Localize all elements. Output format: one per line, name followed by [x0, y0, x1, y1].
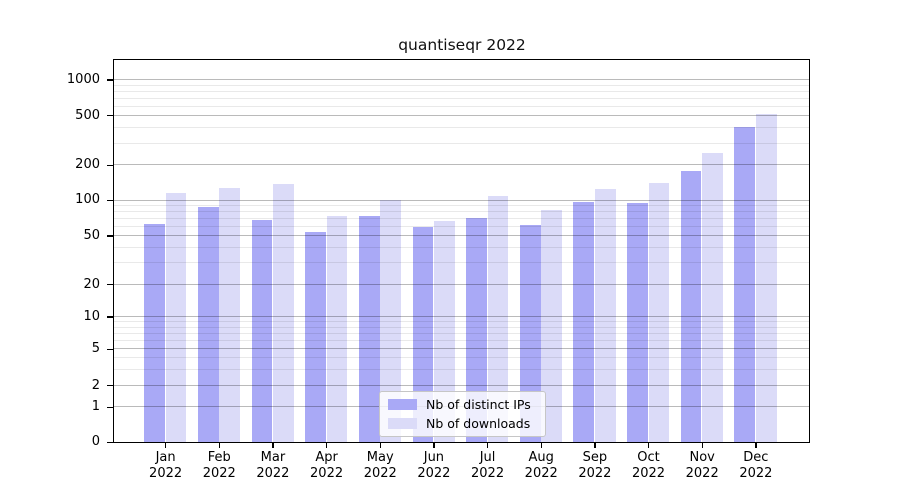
bar-ips-jun: [412, 227, 434, 442]
x-axis-tick-label-year: 2022: [363, 466, 397, 481]
bar-downloads-nov: [702, 152, 723, 442]
bar-ips-sep: [573, 201, 595, 442]
x-axis-tick-mark: [433, 442, 435, 448]
bar-downloads-may: [380, 200, 402, 442]
x-axis-tick-label: Jun 2022: [417, 450, 451, 481]
y-axis-tick-mark: [107, 406, 113, 408]
legend-label-distinct-ips: Nb of distinct IPs: [426, 397, 531, 412]
y-axis-tick-label: 10: [83, 308, 100, 324]
y-axis-tick-mark: [107, 441, 113, 443]
y-axis-tick-label: 500: [75, 107, 100, 123]
bar-downloads-mar: [273, 184, 294, 442]
y-axis-tick-label: 20: [83, 276, 100, 292]
x-axis-tick-label: Sep 2022: [578, 450, 612, 481]
x-axis-tick-label-year: 2022: [739, 466, 773, 481]
bars-layer: [114, 60, 809, 442]
y-axis-tick-label: 1: [91, 399, 100, 415]
bar-downloads-dec: [755, 114, 777, 442]
legend-label-downloads: Nb of downloads: [426, 416, 531, 431]
bar-downloads-aug: [541, 210, 562, 442]
x-axis-tick-label: Apr 2022: [310, 450, 344, 481]
y-axis-tick-mark: [107, 199, 113, 202]
y-axis-tick-label: 200: [75, 157, 100, 173]
y-axis-tick-label: 5: [91, 341, 100, 357]
bar-downloads-jan: [165, 193, 187, 442]
bar-ips-jan: [144, 223, 165, 442]
legend-swatch-distinct-ips: [388, 399, 417, 410]
y-axis-tick-label: 2: [91, 377, 100, 393]
x-axis-tick-label: Oct 2022: [631, 450, 666, 481]
y-axis-tick-label: 0: [91, 434, 100, 450]
x-axis-tick-label-year: 2022: [524, 466, 558, 481]
x-axis-tick-label-year: 2022: [149, 466, 183, 481]
y-axis-tick-mark: [107, 79, 113, 81]
x-axis-tick-mark: [701, 442, 703, 448]
x-axis-tick-mark: [594, 442, 596, 448]
x-axis-tick-label: Feb 2022: [202, 450, 236, 481]
bar-ips-mar: [251, 219, 273, 442]
bar-downloads-oct: [648, 182, 670, 442]
x-axis-tick-label: Jan 2022: [149, 450, 183, 481]
legend-entry-downloads: Nb of downloads: [388, 416, 537, 431]
legend: Nb of distinct IPs Nb of downloads: [379, 391, 546, 437]
x-axis-tick-label: Jul 2022: [471, 450, 505, 481]
x-axis-tick-mark: [755, 442, 757, 448]
x-axis-tick-label-year: 2022: [202, 466, 236, 481]
x-axis-tick-label: May 2022: [363, 450, 397, 481]
x-axis-tick-mark: [325, 442, 328, 448]
bar-downloads-feb: [219, 187, 241, 442]
bar-downloads-jul: [487, 196, 509, 442]
bar-ips-oct: [627, 202, 648, 442]
chart-title: quantiseqr 2022: [398, 36, 526, 54]
bar-ips-may: [358, 215, 380, 442]
y-axis-tick-label: 50: [83, 227, 100, 243]
x-axis-tick-label-year: 2022: [310, 466, 344, 481]
y-axis-tick-mark: [107, 385, 113, 387]
x-axis-tick-label: Nov 2022: [685, 450, 719, 481]
x-axis-tick-label-year: 2022: [256, 466, 290, 481]
x-axis-tick-mark: [164, 442, 167, 448]
legend-entry-distinct-ips: Nb of distinct IPs: [388, 397, 537, 412]
x-axis-tick-label-year: 2022: [685, 466, 719, 481]
bar-downloads-apr: [326, 216, 348, 442]
bar-downloads-jun: [434, 221, 455, 442]
bar-ips-apr: [305, 231, 326, 442]
x-axis-tick-label-year: 2022: [417, 466, 451, 481]
y-axis-tick-mark: [107, 235, 113, 237]
legend-swatch-downloads: [388, 418, 417, 429]
x-axis-tick-label: Aug 2022: [524, 450, 558, 481]
bar-ips-nov: [680, 170, 702, 442]
plot-area: [113, 59, 810, 443]
x-axis-tick-label-year: 2022: [471, 466, 505, 481]
x-axis-tick-mark: [379, 442, 381, 448]
y-axis-tick-mark: [107, 348, 113, 350]
x-axis-tick-mark: [647, 442, 650, 448]
y-axis-tick-label: 100: [75, 192, 100, 208]
x-axis-tick-label: Dec 2022: [739, 450, 773, 481]
y-axis-tick-mark: [107, 115, 113, 117]
bar-ips-dec: [734, 126, 756, 442]
y-axis-tick-mark: [107, 316, 113, 318]
bar-ips-aug: [519, 225, 541, 442]
x-axis-tick-label-year: 2022: [631, 466, 666, 481]
x-axis-tick-mark: [218, 442, 220, 448]
x-axis-tick-label-year: 2022: [578, 466, 612, 481]
y-axis-tick-label: 1000: [66, 72, 100, 87]
bar-downloads-sep: [594, 189, 616, 442]
x-axis-tick-mark: [486, 442, 489, 448]
x-axis-tick-mark: [540, 442, 542, 448]
bar-ips-feb: [197, 207, 219, 442]
x-axis-tick-mark: [272, 442, 274, 448]
x-axis-tick-label: Mar 2022: [256, 450, 290, 481]
bar-ips-jul: [466, 218, 487, 442]
y-axis-tick-mark: [107, 283, 113, 286]
y-axis-tick-mark: [107, 164, 113, 166]
